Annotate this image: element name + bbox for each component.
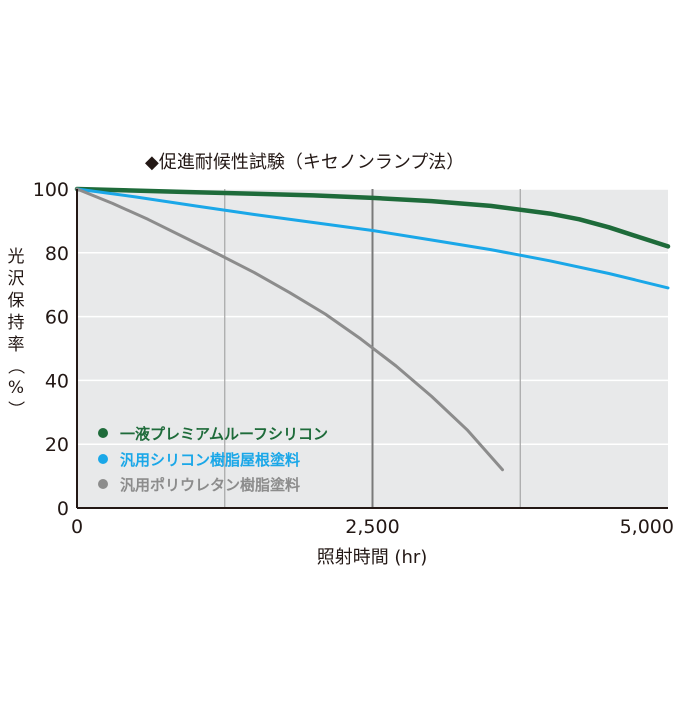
y-axis-label-char: 率	[8, 335, 25, 355]
y-tick-label: 20	[45, 434, 69, 456]
legend-marker	[98, 428, 108, 438]
legend-label: 汎用シリコン樹脂屋根塗料	[120, 451, 300, 469]
x-tick-label: 0	[71, 516, 83, 538]
x-tick-labels: 0 2,500 5,000	[71, 516, 674, 538]
x-tick-label: 5,000	[620, 516, 674, 538]
legend-label: 汎用ポリウレタン樹脂塗料	[120, 476, 300, 494]
series-line-2	[75, 187, 670, 290]
y-axis-label-char: 光	[8, 247, 25, 267]
x-axis-label: 照射時間 (hr)	[317, 547, 428, 568]
series-lines	[74, 186, 671, 472]
y-tick-label: 100	[33, 179, 69, 201]
legend-marker	[98, 479, 108, 489]
legend-marker	[98, 454, 108, 464]
chart-title: ◆促進耐候性試験（キセノンランプ法）	[145, 152, 464, 173]
y-axis-label-char: %	[8, 378, 24, 398]
grid-lines	[77, 188, 668, 508]
y-tick-labels: 0 20 40 60 80 100	[33, 179, 69, 520]
series-line-1	[74, 186, 671, 249]
y-axis-label-char: 沢	[8, 269, 25, 289]
y-axis-label-char: 持	[8, 313, 25, 333]
y-axis-label-char: ）	[5, 401, 25, 418]
legend-label: 一液プレミアムルーフシリコン	[120, 425, 328, 443]
y-axis-label-char: （	[5, 358, 25, 375]
y-tick-label: 0	[57, 498, 69, 520]
series-line-3	[75, 187, 504, 472]
y-tick-label: 60	[45, 307, 69, 329]
y-axis-label-char: 保	[8, 291, 25, 311]
y-tick-label: 40	[45, 370, 69, 392]
y-tick-label: 80	[45, 243, 69, 265]
x-tick-label: 2,500	[345, 516, 399, 538]
